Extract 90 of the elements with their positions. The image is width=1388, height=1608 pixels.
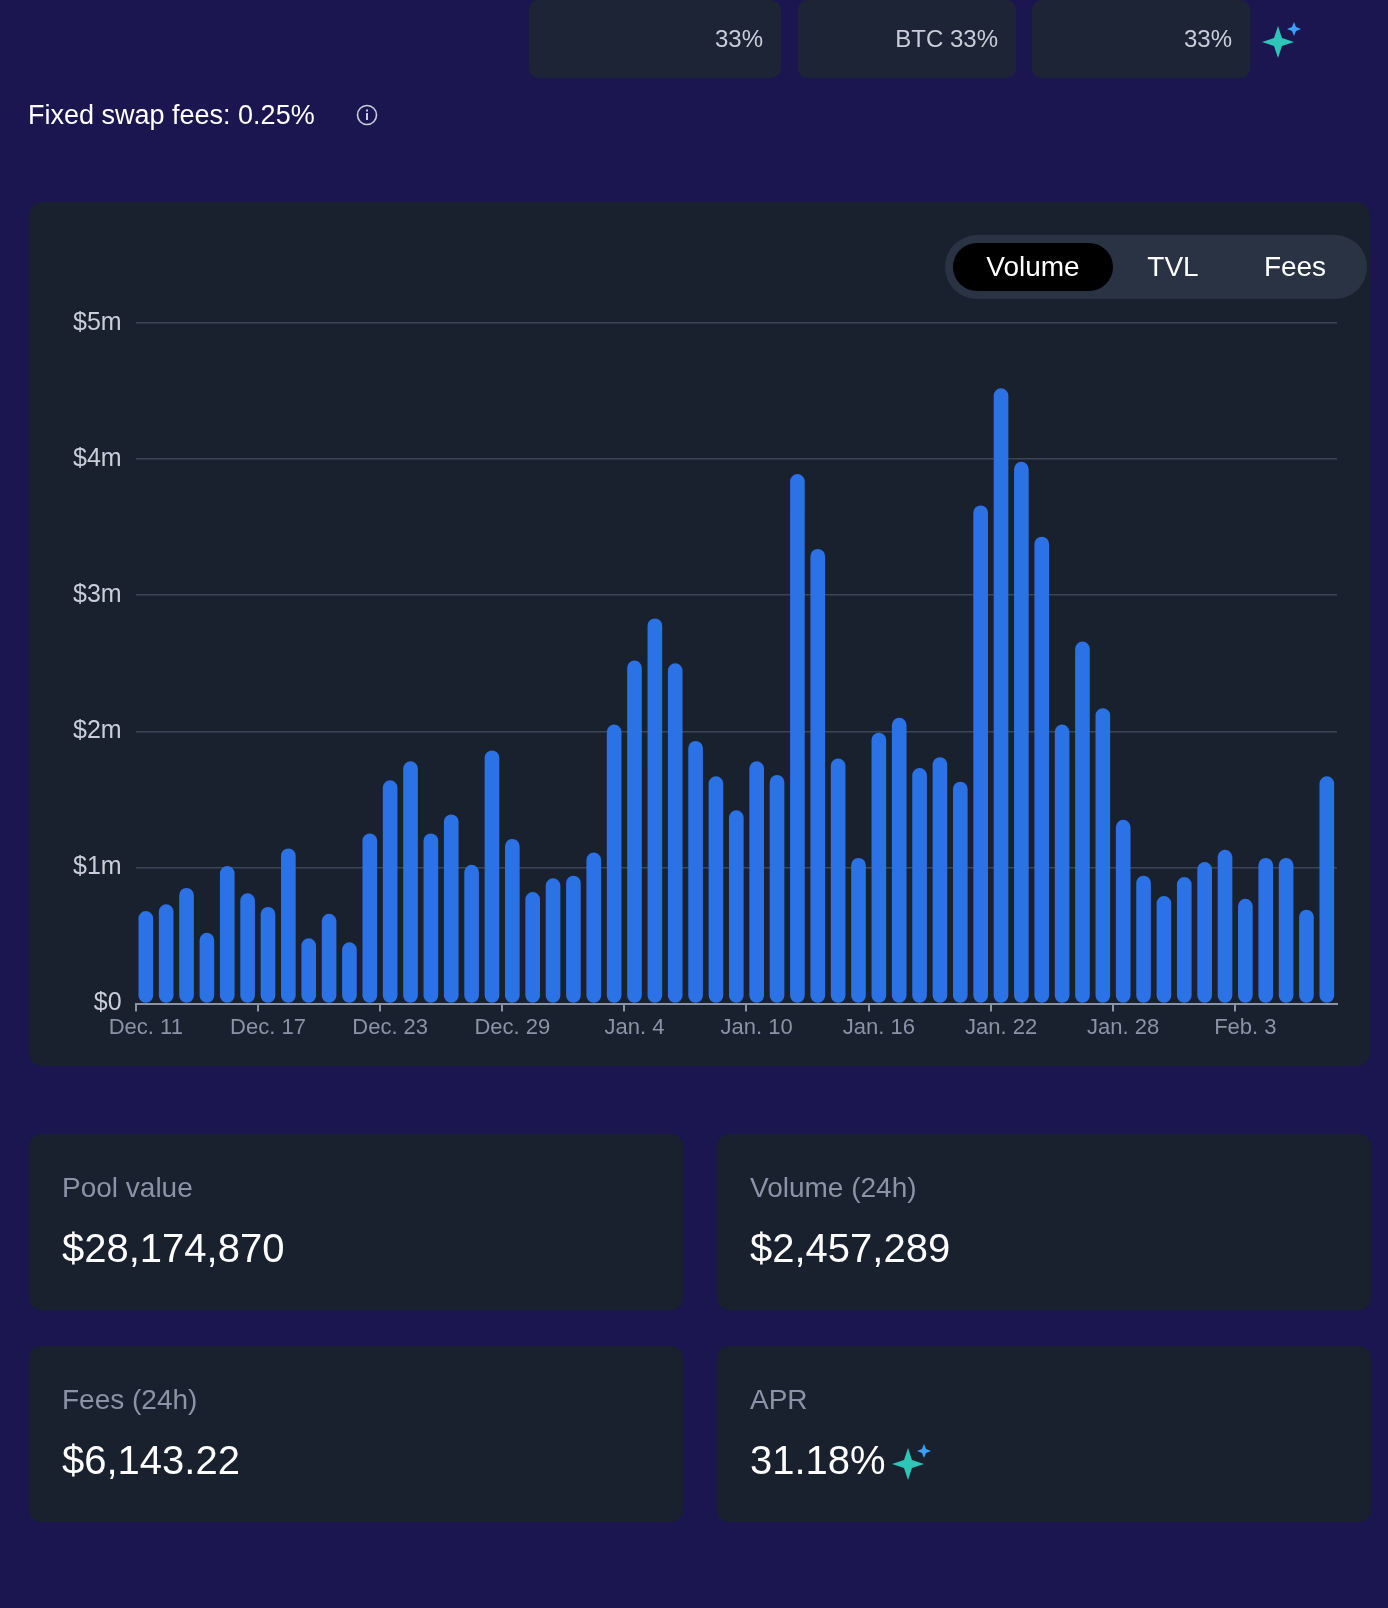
bar xyxy=(260,906,276,1003)
text: 31.18% xyxy=(750,1438,886,1483)
bar xyxy=(871,732,887,1003)
text: APR xyxy=(750,1384,808,1416)
bar xyxy=(993,388,1009,1003)
y-tick-label: $0 xyxy=(93,987,122,1016)
bar xyxy=(790,474,805,1003)
bar xyxy=(443,814,459,1003)
bar xyxy=(708,776,724,1003)
bar xyxy=(830,758,846,1003)
x-tick-label: Jan. 4 xyxy=(604,1013,665,1039)
text: Volume xyxy=(953,243,1113,291)
x-tick-label: Dec. 29 xyxy=(474,1013,551,1039)
bar xyxy=(586,852,602,1003)
bar xyxy=(158,904,174,1003)
bar xyxy=(769,774,785,1003)
bar xyxy=(810,548,826,1003)
bar xyxy=(1136,875,1151,1003)
bar xyxy=(1054,724,1070,1003)
text: Fixed swap fees: 0.25% xyxy=(28,100,315,131)
y-tick-label: $4m xyxy=(72,443,122,472)
bar xyxy=(301,938,317,1003)
bar xyxy=(851,857,866,1003)
x-tick-label: Dec. 23 xyxy=(352,1013,429,1039)
bar xyxy=(606,724,622,1003)
bar xyxy=(1217,849,1233,1003)
bar xyxy=(138,911,154,1003)
bar xyxy=(749,761,765,1003)
y-tick-label: $1m xyxy=(72,851,122,880)
text: Fees (24h) xyxy=(62,1384,198,1416)
y-tick-label: $3m xyxy=(72,579,122,608)
bar xyxy=(545,878,561,1003)
text: $6,143.22 xyxy=(62,1438,240,1483)
bar xyxy=(647,618,663,1003)
x-tick-label: Jan. 16 xyxy=(842,1013,915,1039)
bar xyxy=(1299,909,1314,1003)
bar xyxy=(464,864,479,1003)
bar xyxy=(179,887,194,1003)
text: Volume (24h) xyxy=(750,1172,917,1204)
bar xyxy=(728,810,744,1003)
x-tick-label: Feb. 3 xyxy=(1214,1013,1277,1039)
bar xyxy=(1115,819,1131,1003)
bar xyxy=(1197,862,1212,1003)
bar xyxy=(566,875,581,1003)
text: Pool value xyxy=(62,1172,193,1204)
bar xyxy=(403,761,418,1003)
bar xyxy=(1176,877,1192,1003)
x-tick-label: Dec. 11 xyxy=(108,1013,183,1039)
bar xyxy=(932,757,948,1003)
text: 33% xyxy=(1032,0,1250,78)
bar xyxy=(281,848,296,1003)
bar xyxy=(1095,708,1111,1003)
text: $2,457,289 xyxy=(750,1226,951,1271)
bar xyxy=(1278,857,1294,1003)
bar xyxy=(973,505,988,1003)
bar xyxy=(240,893,255,1003)
text: 33% xyxy=(529,0,781,78)
text: Fees xyxy=(1262,250,1328,284)
bar xyxy=(891,717,907,1003)
bar xyxy=(505,838,520,1003)
bar xyxy=(952,781,968,1003)
bar xyxy=(1014,461,1029,1003)
bar xyxy=(525,891,541,1003)
bar xyxy=(688,740,703,1003)
bar xyxy=(484,750,500,1003)
x-tick-label: Dec. 17 xyxy=(230,1013,306,1039)
bar xyxy=(1156,896,1172,1003)
x-tick-label: Jan. 28 xyxy=(1087,1013,1160,1039)
bar xyxy=(321,913,337,1003)
y-tick-label: $5m xyxy=(72,306,122,335)
y-tick-label: $2m xyxy=(72,715,122,744)
bar xyxy=(912,768,927,1003)
bar xyxy=(342,942,357,1003)
bar xyxy=(1034,536,1050,1003)
text: BTC 33% xyxy=(798,0,1016,78)
bar xyxy=(423,833,439,1003)
bar xyxy=(382,780,398,1003)
x-tick-label: Jan. 10 xyxy=(720,1013,793,1039)
bar xyxy=(627,660,642,1003)
bar xyxy=(219,866,235,1003)
bar xyxy=(199,932,215,1003)
bar xyxy=(1319,776,1335,1003)
bar xyxy=(1238,898,1253,1003)
bar xyxy=(1258,857,1274,1003)
bar xyxy=(1075,641,1090,1003)
x-tick-label: Jan. 22 xyxy=(964,1013,1038,1039)
bar xyxy=(362,833,378,1003)
bar xyxy=(667,663,683,1003)
text: TVL xyxy=(1146,250,1200,284)
text: $28,174,870 xyxy=(62,1226,285,1271)
